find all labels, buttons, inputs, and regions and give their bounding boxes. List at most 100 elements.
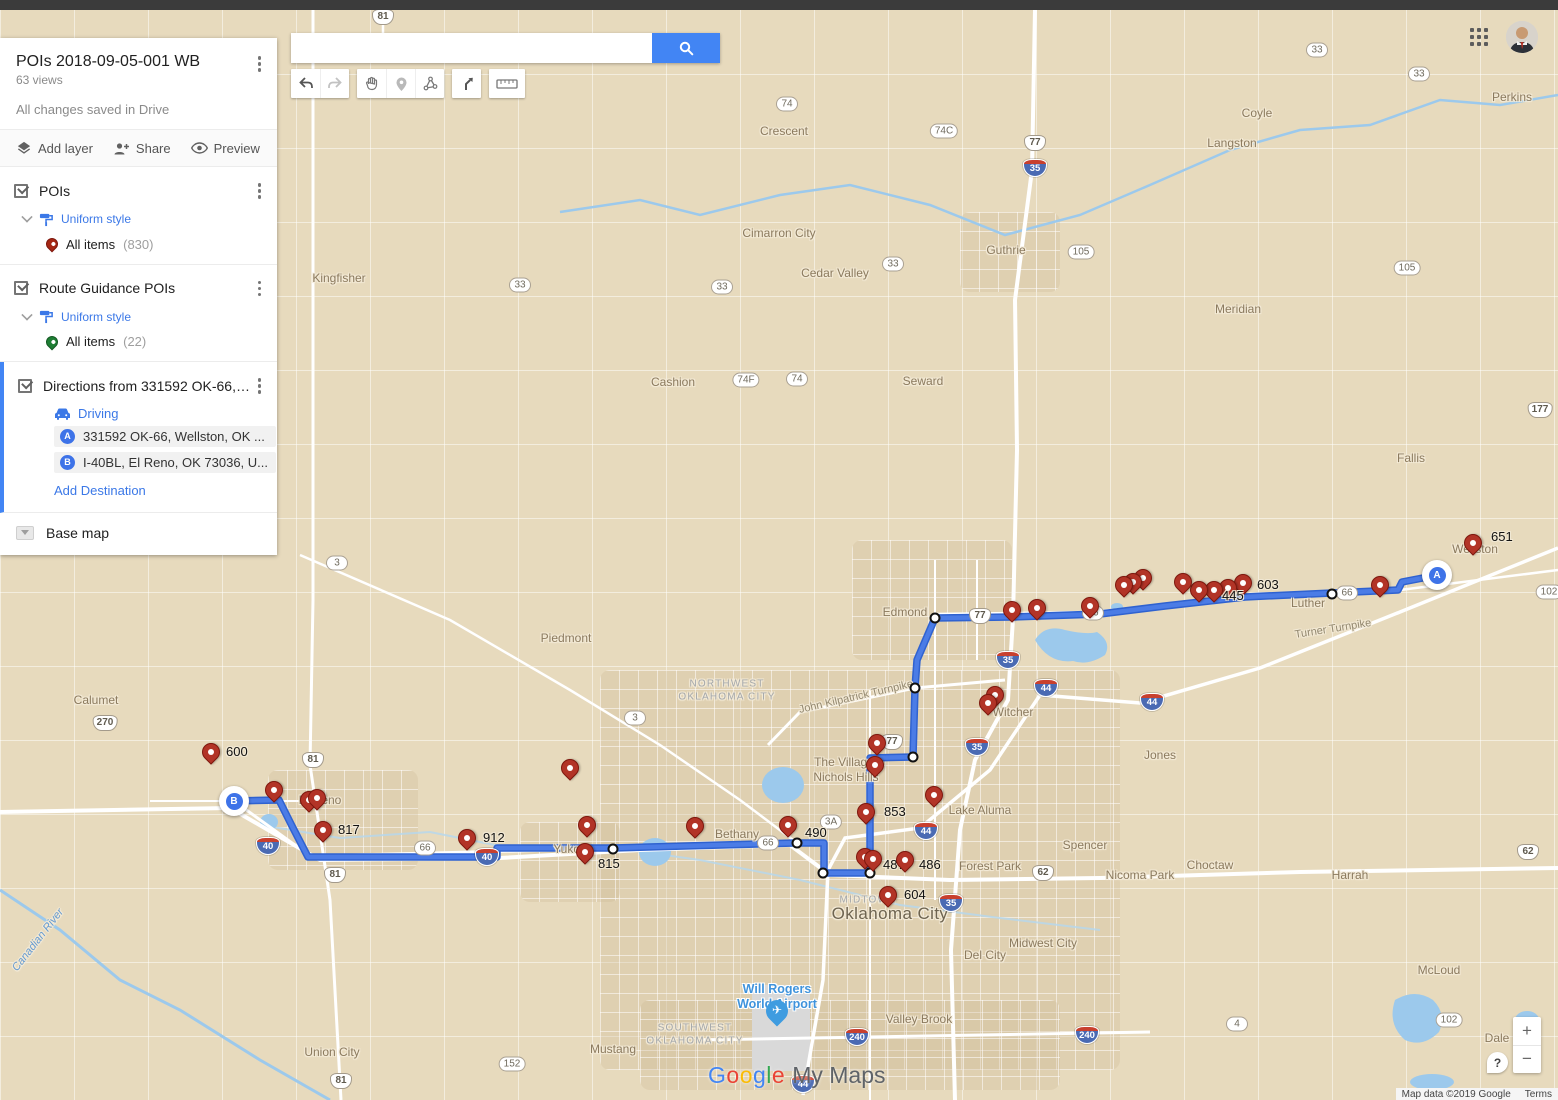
layer-pois-menu-button[interactable] [254,179,266,203]
layer-route-guidance-style-link[interactable]: Uniform style [61,309,132,324]
road-shield: 35 [939,894,963,912]
route-waypoint[interactable] [907,751,919,763]
map-label: Edmond [882,605,928,619]
layer-directions-menu-button[interactable] [254,374,266,398]
route-endpoint[interactable]: B [219,786,249,816]
lake-hefner [762,767,804,803]
road-shield: 240 [845,1028,869,1046]
road-shield: 105 [1067,244,1095,260]
draw-line-button[interactable] [415,69,444,98]
share-button[interactable]: Share [113,141,171,156]
road-shield: 40 [475,848,499,866]
route-waypoint[interactable] [1326,588,1338,600]
road-shield: 81 [372,9,394,25]
ruler-icon [496,78,518,89]
map-label: Seward [902,374,944,388]
map-label: MIDTOWN [839,894,897,906]
road-shield: 66 [1336,585,1358,601]
view-count: 63 views [16,73,63,87]
map-label: Langston [1207,136,1257,150]
add-layer-button[interactable]: Add layer [16,140,93,156]
layer-directions-checkbox[interactable] [18,378,32,393]
poi-marker-label: 445 [1222,588,1244,603]
interstate-44-turner-turnpike [801,546,1558,1096]
car-icon [55,408,70,420]
search-button[interactable] [652,33,720,63]
travel-mode-link[interactable]: Driving [78,405,119,421]
map-title: POIs 2018-09-05-001 WB [16,53,201,70]
add-destination-link[interactable]: Add Destination [54,482,146,498]
road-shield: 77 [1024,135,1046,151]
add-directions-button[interactable] [452,69,481,98]
style-roller-icon [39,310,53,324]
road-shield: 77 [969,608,991,624]
poi-marker-label: 603 [1257,577,1279,592]
chevron-down-icon[interactable] [21,308,33,321]
map-menu-button[interactable] [254,52,266,76]
road-shield: 33 [509,277,531,293]
redo-button[interactable] [320,69,349,98]
northwest-expressway [299,553,798,844]
route-waypoint[interactable] [791,837,803,849]
map-label: NORTHWEST [689,678,765,690]
poi-marker-label: 600 [226,744,248,759]
stop-a-badge: A [60,428,75,444]
layer-pois-count: (830) [123,236,154,252]
preview-button[interactable]: Preview [190,141,260,156]
route-waypoint[interactable] [817,867,829,879]
route-waypoint[interactable] [929,612,941,624]
route-waypoint[interactable] [909,682,921,694]
stop-b-badge: B [60,454,75,470]
layer-pois-all-items[interactable]: All items [66,236,116,252]
layer-route-guidance-menu-button[interactable] [254,277,266,301]
layers-icon [17,141,31,154]
terms-link[interactable]: Terms [1524,1089,1552,1100]
layer-pois: POIs Uniform style All items (830) [0,167,277,265]
red-pin-icon [43,235,61,253]
search-bar [291,33,720,63]
base-map-dropdown-icon[interactable] [16,525,34,540]
measure-distance-button[interactable] [489,69,525,98]
search-input[interactable] [291,33,652,63]
map-label: Dale [1484,1031,1510,1045]
layer-route-guidance-all-items[interactable]: All items [66,334,116,349]
road-shield: 33 [711,279,733,295]
road-shield: 44 [1140,693,1164,711]
undo-button[interactable] [291,69,320,98]
directions-stop-b[interactable]: B I-40BL, El Reno, OK 73036, U... [54,451,276,473]
map-label: McLoud [1417,963,1461,977]
road-shield: 102 [1535,584,1558,600]
help-button[interactable]: ? [1487,1052,1508,1073]
road-shield: 3 [326,555,348,571]
road-shield: 35 [996,651,1020,669]
map-label: Nicoma Park [1105,868,1175,882]
zoom-in-button[interactable]: + [1513,1017,1541,1046]
add-marker-button[interactable] [386,69,415,98]
layer-pois-checkbox[interactable] [14,183,28,198]
road-shield: 177 [1527,402,1553,418]
road-shield: 66 [757,835,779,851]
route-endpoint[interactable]: A [1422,560,1452,590]
layer-pois-style-link[interactable]: Uniform style [61,212,132,226]
layer-route-guidance-checkbox[interactable] [14,281,28,296]
google-apps-grid-icon[interactable] [1470,28,1488,46]
poi-marker-label: 912 [483,830,505,845]
map-label: OKLAHOMA CITY [646,1035,744,1047]
pan-tool-button[interactable] [357,69,386,98]
google-logo-letter: g [752,1062,767,1088]
road-shield: 152 [498,1056,526,1072]
account-avatar[interactable] [1506,21,1538,53]
google-logo-letter: e [771,1062,786,1088]
zoom-out-button[interactable]: − [1522,1049,1532,1069]
map-label: Guthrie [986,243,1026,257]
map-label: Spencer [1062,838,1108,852]
road-shield: 74 [776,96,798,112]
directions-stop-a[interactable]: A 331592 OK-66, Wellston, OK ... [54,425,276,447]
base-map-row[interactable]: Base map [0,513,277,555]
map-label: Bethany [714,827,760,841]
map-label: OKLAHOMA CITY [678,691,776,703]
route-waypoint[interactable] [607,843,619,855]
chevron-down-icon[interactable] [21,211,33,223]
